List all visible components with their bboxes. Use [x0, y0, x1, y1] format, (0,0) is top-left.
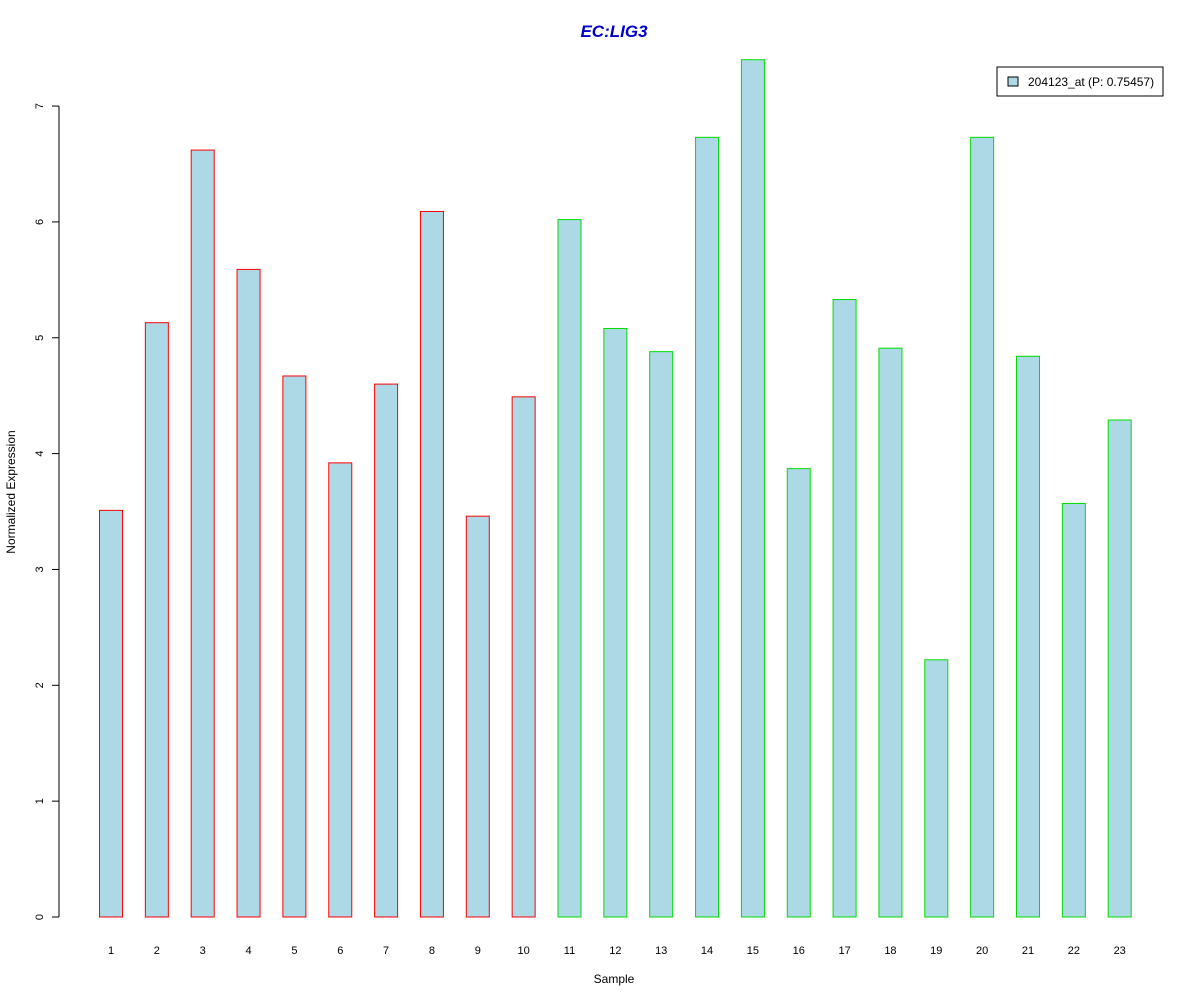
x-tick-label: 22: [1068, 945, 1080, 957]
bar-sample-1: [99, 509, 123, 918]
x-tick-label: 18: [884, 945, 896, 957]
x-tick-label: 23: [1114, 945, 1126, 957]
bar-sample-8: [419, 210, 444, 918]
x-tick-label: 12: [609, 945, 621, 957]
x-tick-label: 5: [291, 945, 297, 957]
bar-sample-13: [649, 351, 674, 918]
chart-title: EC:LIG3: [580, 22, 648, 41]
x-tick-label: 9: [475, 945, 481, 957]
x-tick-label: 14: [701, 945, 713, 957]
x-tick-label: 2: [154, 945, 160, 957]
x-tick-label: 20: [976, 945, 988, 957]
bar-sample-23: [1107, 419, 1132, 918]
bar-sample-3: [190, 149, 215, 918]
bar-sample-22: [1061, 502, 1086, 918]
bar-sample-21: [1016, 355, 1040, 918]
legend: 204123_at (P: 0.75457): [996, 66, 1164, 97]
x-tick-label: 19: [930, 945, 942, 957]
bar-sample-18: [878, 347, 903, 918]
x-tick-label: 3: [200, 945, 206, 957]
y-axis-label: Normalized Expression: [4, 430, 18, 553]
bar-sample-20: [970, 136, 995, 918]
y-tick-label: 3: [34, 566, 46, 572]
x-tick-label: 8: [429, 945, 435, 957]
x-tick-label: 21: [1022, 945, 1034, 957]
y-tick-label: 4: [34, 451, 46, 457]
bar-sample-9: [465, 515, 490, 918]
y-axis: 0 1 2 3 4 5 6 7: [34, 103, 60, 920]
legend-box: [996, 66, 1164, 97]
bar-sample-19: [924, 659, 949, 918]
y-tick-label: 6: [34, 219, 46, 225]
legend-swatch: [1007, 76, 1019, 87]
bar-sample-14: [695, 136, 720, 918]
y-tick-label: 7: [34, 103, 46, 109]
bar-sample-6: [328, 462, 353, 918]
y-tick-label: 5: [34, 335, 46, 341]
x-tick-label: 15: [747, 945, 759, 957]
x-tick-label: 16: [793, 945, 805, 957]
bar-sample-16: [786, 468, 811, 918]
y-tick-label: 2: [34, 682, 46, 688]
bar-sample-7: [374, 383, 399, 918]
x-tick-labels: 1 2 3 4 5 6 7 8 9 10 11 12 13 14 15 16 17 18 19 20 21 22 23: [108, 945, 1126, 957]
x-axis-label: Sample: [594, 972, 635, 986]
x-tick-label: 1: [108, 945, 114, 957]
bar-sample-2: [144, 322, 169, 918]
bar-sample-10: [511, 396, 536, 918]
bar-sample-15: [740, 59, 765, 918]
x-tick-label: 7: [383, 945, 389, 957]
x-tick-label: 10: [518, 945, 530, 957]
bars: [99, 59, 1132, 918]
x-tick-label: 4: [245, 945, 251, 957]
x-tick-label: 6: [337, 945, 343, 957]
x-tick-label: 17: [838, 945, 850, 957]
x-tick-label: 13: [655, 945, 667, 957]
bar-sample-5: [282, 375, 307, 918]
y-tick-label: 0: [34, 914, 46, 920]
legend-label: 204123_at (P: 0.75457): [1028, 75, 1154, 89]
x-tick-label: 11: [564, 945, 575, 957]
y-tick-label: 1: [34, 798, 46, 804]
bar-sample-4: [236, 268, 261, 918]
bar-sample-17: [832, 299, 857, 918]
bar-sample-11: [557, 219, 582, 918]
bar-sample-12: [603, 327, 628, 918]
